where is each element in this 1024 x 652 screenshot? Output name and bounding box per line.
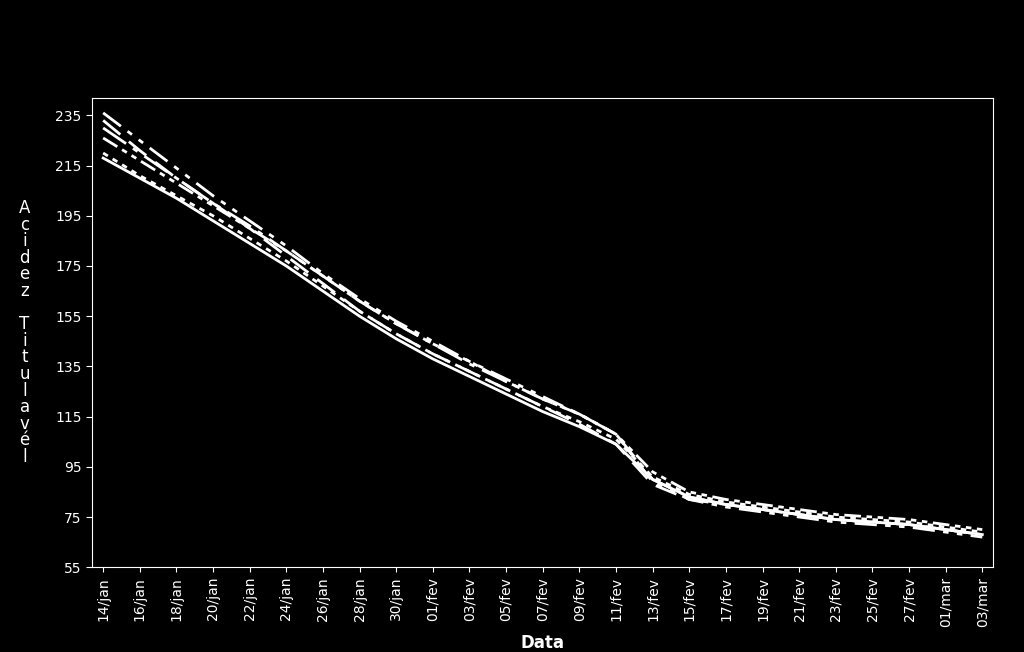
X-axis label: Data: Data bbox=[521, 634, 564, 652]
Text: A
c
i
d
e
z
 
T
i
t
u
l
a
v
é
l: A c i d e z T i t u l a v é l bbox=[18, 199, 31, 466]
